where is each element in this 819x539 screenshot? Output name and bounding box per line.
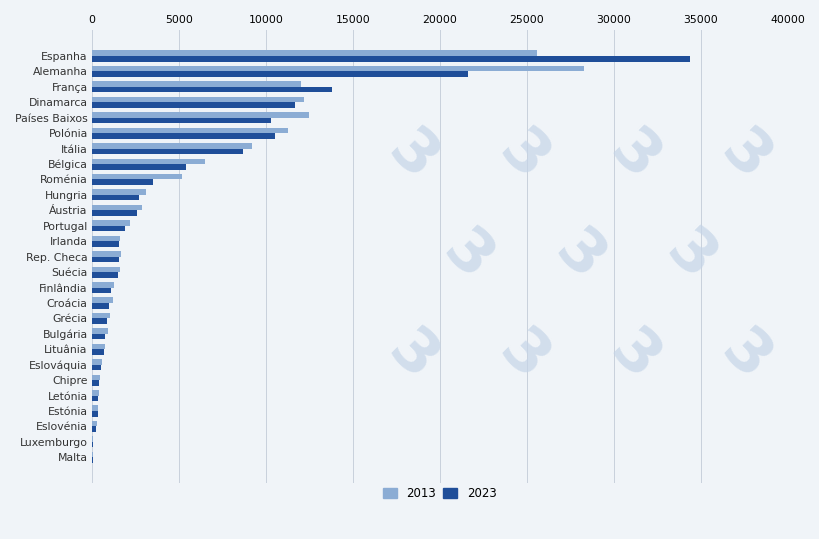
Bar bbox=[92, 303, 109, 308]
Text: 3: 3 bbox=[431, 221, 503, 293]
Text: 3: 3 bbox=[598, 321, 670, 392]
Bar bbox=[92, 174, 182, 179]
Bar bbox=[92, 328, 107, 334]
Bar bbox=[92, 81, 301, 87]
Bar bbox=[92, 298, 113, 303]
Bar bbox=[92, 313, 110, 319]
Bar bbox=[92, 287, 111, 293]
Text: 3: 3 bbox=[598, 121, 670, 193]
Bar bbox=[92, 51, 536, 56]
Bar bbox=[92, 282, 114, 287]
Bar bbox=[92, 118, 271, 123]
Text: 3: 3 bbox=[376, 321, 447, 392]
Bar bbox=[92, 56, 690, 61]
Bar bbox=[92, 426, 96, 432]
Bar bbox=[92, 164, 186, 170]
Text: 3: 3 bbox=[486, 321, 559, 392]
Bar bbox=[92, 241, 119, 247]
Bar bbox=[92, 405, 98, 411]
Text: 3: 3 bbox=[376, 121, 447, 193]
Bar bbox=[92, 72, 467, 77]
Bar bbox=[92, 334, 106, 340]
Bar bbox=[92, 205, 143, 210]
Text: 3: 3 bbox=[709, 321, 781, 392]
Text: 3: 3 bbox=[542, 221, 614, 293]
Bar bbox=[92, 421, 97, 426]
Bar bbox=[92, 226, 124, 231]
Bar bbox=[92, 344, 106, 349]
Bar bbox=[92, 102, 295, 108]
Bar bbox=[92, 251, 121, 257]
Text: 3: 3 bbox=[654, 221, 725, 293]
Bar bbox=[92, 158, 205, 164]
Bar bbox=[92, 195, 138, 201]
Bar bbox=[92, 66, 583, 72]
Bar bbox=[92, 436, 93, 442]
Bar bbox=[92, 143, 251, 149]
Bar bbox=[92, 112, 309, 118]
Bar bbox=[92, 319, 106, 324]
Bar bbox=[92, 380, 99, 386]
Text: 3: 3 bbox=[486, 121, 559, 193]
Bar bbox=[92, 452, 93, 457]
Bar bbox=[92, 390, 99, 396]
Bar bbox=[92, 179, 152, 185]
Bar bbox=[92, 149, 243, 154]
Bar bbox=[92, 396, 98, 401]
Bar bbox=[92, 272, 118, 278]
Bar bbox=[92, 128, 288, 133]
Bar bbox=[92, 133, 274, 139]
Bar bbox=[92, 87, 332, 93]
Bar bbox=[92, 266, 120, 272]
Bar bbox=[92, 442, 93, 447]
Bar bbox=[92, 411, 97, 417]
Bar bbox=[92, 97, 304, 102]
Bar bbox=[92, 257, 119, 262]
Bar bbox=[92, 359, 102, 365]
Text: 3: 3 bbox=[709, 121, 781, 193]
Bar bbox=[92, 349, 104, 355]
Legend: 2013, 2023: 2013, 2023 bbox=[378, 482, 500, 505]
Bar bbox=[92, 210, 137, 216]
Bar bbox=[92, 236, 120, 241]
Bar bbox=[92, 365, 101, 370]
Bar bbox=[92, 220, 130, 226]
Bar bbox=[92, 189, 146, 195]
Bar bbox=[92, 375, 100, 380]
